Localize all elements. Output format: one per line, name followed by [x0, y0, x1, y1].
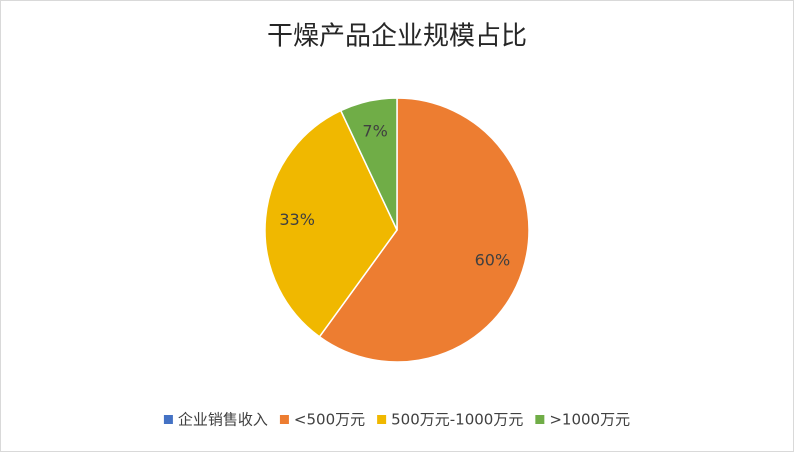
- legend-label: 500万元-1000万元: [391, 411, 523, 429]
- legend-label: <500万元: [294, 411, 365, 429]
- legend-swatch: [163, 415, 173, 424]
- data-label: 60%: [475, 251, 511, 270]
- legend: 企业销售收入 <500万元 500万元-1000万元 >1000万元: [163, 411, 630, 429]
- legend-label: >1000万元: [549, 411, 630, 429]
- legend-swatch: [279, 415, 289, 424]
- pie-slice: [339, 97, 398, 231]
- legend-swatch: [377, 415, 387, 424]
- data-label: 33%: [279, 210, 315, 229]
- chart-title: 干燥产品企业规模占比: [267, 22, 527, 52]
- pie-slice: [264, 109, 398, 338]
- data-label: 7%: [362, 122, 387, 141]
- pie-slice: [318, 97, 530, 363]
- legend-label: 企业销售收入: [178, 411, 268, 429]
- legend-swatch: [535, 415, 545, 424]
